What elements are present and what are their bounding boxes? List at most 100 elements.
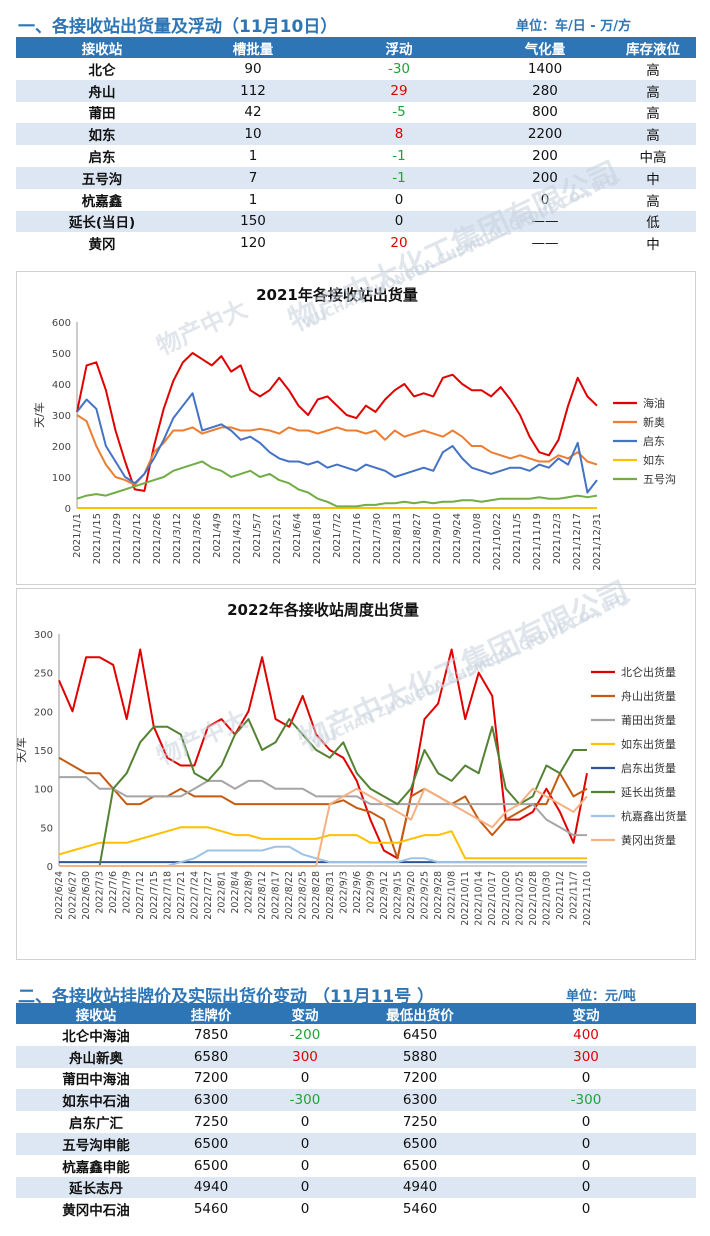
list-price: 6580 xyxy=(176,1045,246,1068)
x-tick-label: 2022/7/3 xyxy=(95,871,106,914)
x-tick-label: 2021/9/10 xyxy=(432,513,443,564)
table-row: 舟山新奥 6580 300 5880 300 xyxy=(16,1045,696,1068)
x-tick-label: 2021/7/2 xyxy=(332,513,343,558)
x-tick-label: 2022/8/9 xyxy=(244,871,255,914)
x-tick-label: 2022/10/28 xyxy=(528,871,539,926)
x-tick-label: 2021/8/27 xyxy=(412,513,423,564)
series-line-4 xyxy=(76,460,598,508)
legend-label: 如东 xyxy=(643,453,665,467)
x-tick-label: 2022/11/2 xyxy=(555,871,566,920)
y-tick-label: 150 xyxy=(34,746,53,757)
col-header-station: 接收站 xyxy=(16,37,188,58)
x-tick-label: 2022/9/6 xyxy=(352,871,363,914)
table-row: 启东广汇 7250 0 7250 0 xyxy=(16,1111,696,1133)
y-tick-label: 200 xyxy=(52,442,71,453)
table-row: 北仑中海油 7850 -200 6450 400 xyxy=(16,1024,696,1046)
x-tick-label: 2021/1/1 xyxy=(72,513,83,558)
x-tick-label: 2022/9/12 xyxy=(379,871,390,920)
low-change: 0 xyxy=(476,1111,696,1133)
y-tick-label: 200 xyxy=(34,707,53,718)
list-change: -200 xyxy=(246,1024,364,1046)
station-name: 黄冈 xyxy=(16,232,188,255)
list-price: 6500 xyxy=(176,1154,246,1177)
legend-label: 五号沟 xyxy=(643,473,676,486)
station-name: 杭嘉鑫申能 xyxy=(16,1154,176,1177)
x-tick-label: 2021/3/12 xyxy=(172,513,183,564)
station-name: 五号沟申能 xyxy=(16,1132,176,1155)
low-change: -300 xyxy=(476,1089,696,1112)
table-row: 五号沟申能 6500 0 6500 0 xyxy=(16,1132,696,1155)
low-price: 6450 xyxy=(364,1024,476,1046)
series-line-6 xyxy=(59,845,587,867)
col-header-low-change: 变动 xyxy=(476,1003,696,1024)
col-header-volume: 槽批量 xyxy=(188,37,318,58)
x-tick-label: 2022/10/17 xyxy=(487,871,498,926)
low-change: 0 xyxy=(476,1067,696,1090)
series-line-1 xyxy=(76,414,598,486)
level-value: 中高 xyxy=(610,145,696,167)
y-axis-label: 天/车 xyxy=(17,737,28,763)
volume-value: 150 xyxy=(188,210,318,233)
x-tick-label: 2022/9/9 xyxy=(365,871,376,914)
station-name: 如东中石油 xyxy=(16,1089,176,1112)
legend-label: 海油 xyxy=(643,396,665,410)
x-tick-label: 2022/7/15 xyxy=(149,871,160,920)
x-tick-label: 2022/10/14 xyxy=(474,871,485,926)
low-price: 7250 xyxy=(364,1111,476,1133)
col-header-change: 浮动 xyxy=(318,37,480,58)
list-price: 7250 xyxy=(176,1111,246,1133)
table-row: 舟山 112 29 280 高 xyxy=(16,79,696,102)
x-tick-label: 2022/8/17 xyxy=(271,871,282,920)
list-change: 0 xyxy=(246,1111,364,1133)
y-tick-label: 0 xyxy=(65,504,71,515)
section2-unit: 单位：元/吨 xyxy=(566,989,636,1004)
volume-value: 120 xyxy=(188,232,318,255)
x-tick-label: 2022/7/18 xyxy=(162,871,173,920)
level-value: 低 xyxy=(610,210,696,233)
x-tick-label: 2022/7/27 xyxy=(203,871,214,920)
x-tick-label: 2021/12/17 xyxy=(572,513,583,571)
gas-value: —— xyxy=(480,210,610,233)
gas-value: 280 xyxy=(480,79,610,102)
list-change: 0 xyxy=(246,1176,364,1199)
list-price: 5460 xyxy=(176,1198,246,1221)
change-value: -5 xyxy=(318,101,480,124)
x-tick-label: 2021/3/26 xyxy=(192,513,203,564)
x-tick-label: 2021/7/30 xyxy=(372,513,383,564)
x-tick-label: 2021/2/26 xyxy=(152,513,163,564)
level-value: 高 xyxy=(610,101,696,124)
volume-value: 1 xyxy=(188,145,318,167)
level-value: 高 xyxy=(610,58,696,80)
list-change: 0 xyxy=(246,1198,364,1221)
x-tick-label: 2021/5/21 xyxy=(272,513,283,564)
outflow-table: 接收站 槽批量 浮动 气化量 库存液位 北仑 90 -30 1400 高舟山 112 29 2… xyxy=(16,37,696,255)
level-value: 高 xyxy=(610,79,696,102)
low-price: 7200 xyxy=(364,1067,476,1090)
legend-label: 黄冈出货量 xyxy=(621,833,676,847)
list-change: 0 xyxy=(246,1067,364,1090)
change-value: 0 xyxy=(318,210,480,233)
x-tick-label: 2021/11/5 xyxy=(512,513,523,564)
legend-label: 北仑出货量 xyxy=(621,665,676,679)
x-tick-label: 2021/9/24 xyxy=(452,513,463,564)
level-value: 高 xyxy=(610,188,696,211)
change-value: -30 xyxy=(318,58,480,80)
low-change: 0 xyxy=(476,1176,696,1199)
volume-value: 7 xyxy=(188,166,318,189)
x-tick-label: 2021/4/23 xyxy=(232,513,243,564)
table-row: 延长(当日) 150 0 —— 低 xyxy=(16,210,696,233)
low-price: 6300 xyxy=(364,1089,476,1112)
x-tick-label: 2022/10/8 xyxy=(447,871,458,920)
x-tick-label: 2022/8/1 xyxy=(216,871,227,914)
x-tick-label: 2022/10/25 xyxy=(514,871,525,926)
x-tick-label: 2022/9/20 xyxy=(406,871,417,920)
x-tick-label: 2022/10/30 xyxy=(541,871,552,926)
volume-value: 10 xyxy=(188,123,318,146)
low-change: 0 xyxy=(476,1132,696,1155)
col-header-list-change: 变动 xyxy=(246,1003,364,1024)
x-tick-label: 2022/11/7 xyxy=(568,871,579,920)
y-tick-label: 250 xyxy=(34,669,53,680)
x-tick-label: 2021/6/4 xyxy=(292,513,303,558)
